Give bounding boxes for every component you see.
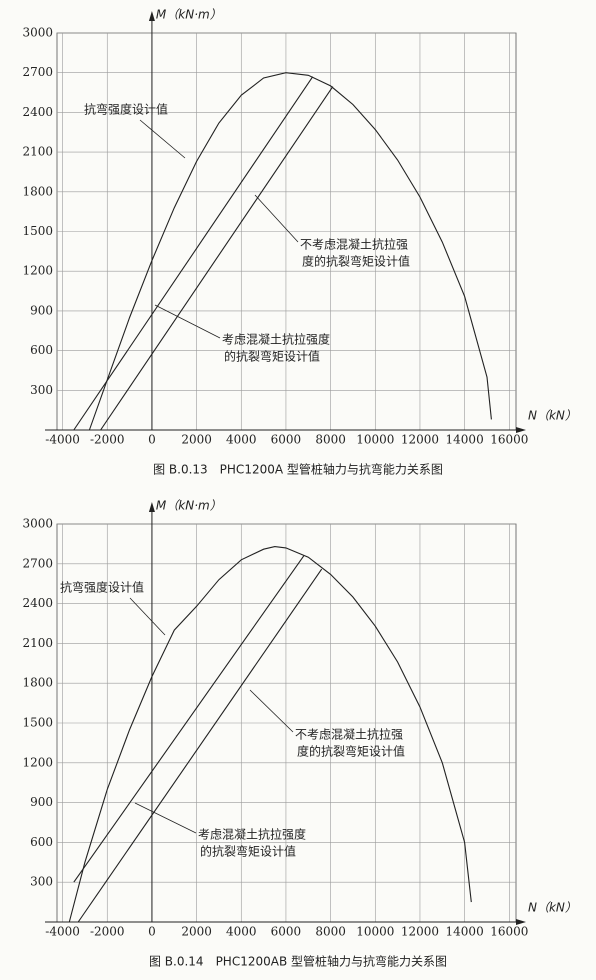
y-tick-label: 2400	[22, 596, 53, 610]
y-tick-label: 1200	[22, 264, 53, 278]
y-tick-label: 1500	[22, 716, 53, 730]
x-axis-label: N（kN）	[528, 901, 577, 915]
x-tick-label: 6000	[271, 925, 302, 939]
y-tick-label: 2700	[22, 556, 53, 570]
x-tick-label: 12000	[401, 925, 439, 939]
leader-line	[134, 802, 197, 834]
x-tick-label: 8000	[315, 433, 346, 447]
x-tick-label: 6000	[271, 433, 302, 447]
annotation: 抗弯强度设计值	[84, 102, 168, 117]
y-tick-label: 300	[30, 383, 53, 397]
series-line	[88, 72, 492, 431]
x-tick-label: -4000	[45, 433, 80, 447]
n-axis-arrow	[516, 919, 526, 925]
x-tick-label: 2000	[181, 433, 212, 447]
x-tick-label: 14000	[446, 433, 484, 447]
annotation: 的抗裂弯矩设计值	[224, 349, 320, 364]
leader-line	[139, 119, 186, 159]
y-axis-label: M（kN·m）	[156, 8, 222, 22]
annotation: 考虑混凝土抗拉强度	[222, 332, 330, 347]
x-tick-label: 16000	[490, 925, 528, 939]
y-tick-label: 900	[30, 795, 53, 809]
x-tick-label: 4000	[226, 925, 257, 939]
x-tick-label: 8000	[315, 925, 346, 939]
y-tick-label: 3000	[22, 26, 53, 40]
series-line	[100, 86, 334, 431]
leader-line	[249, 689, 294, 733]
y-axis-label: M（kN·m）	[156, 499, 222, 513]
x-tick-label: -2000	[90, 925, 125, 939]
annotation: 不考虑混凝土抗拉强	[295, 727, 403, 742]
leader-line	[154, 304, 221, 339]
x-tick-label: 0	[148, 925, 156, 939]
y-tick-label: 1800	[22, 676, 53, 690]
chart-caption: 图 B.0.14 PHC1200AB 型管桩轴力与抗弯能力关系图	[149, 954, 447, 969]
x-tick-label: 2000	[181, 925, 212, 939]
y-tick-label: 2400	[22, 105, 53, 119]
y-tick-label: 2100	[22, 145, 53, 159]
leader-line	[254, 194, 299, 243]
annotation: 的抗裂弯矩设计值	[200, 844, 296, 859]
x-tick-label: -2000	[90, 433, 125, 447]
x-tick-label: 0	[148, 433, 156, 447]
x-tick-label: 14000	[446, 925, 484, 939]
x-tick-label: 12000	[401, 433, 439, 447]
annotation: 不考虑混凝土抗拉强	[300, 237, 408, 252]
x-tick-label: 10000	[356, 925, 394, 939]
leader-line	[129, 597, 166, 636]
m-axis-arrow	[148, 11, 155, 21]
y-tick-label: 900	[30, 303, 53, 317]
annotation: 考虑混凝土抗拉强度	[198, 827, 306, 842]
x-axis-label: N（kN）	[528, 409, 577, 423]
series-line	[73, 555, 305, 883]
y-tick-label: 2700	[22, 65, 53, 79]
n-axis-arrow	[516, 427, 526, 433]
series-line	[77, 568, 323, 923]
y-tick-label: 1500	[22, 224, 53, 238]
annotation: 度的抗裂弯矩设计值	[302, 254, 410, 269]
m-axis-arrow	[148, 502, 155, 512]
y-tick-label: 1800	[22, 184, 53, 198]
y-tick-label: 2100	[22, 636, 53, 650]
series-line	[68, 546, 472, 923]
y-tick-label: 1200	[22, 755, 53, 769]
y-tick-label: 3000	[22, 517, 53, 531]
chart-caption: 图 B.0.13 PHC1200A 型管桩轴力与抗弯能力关系图	[153, 462, 443, 477]
x-tick-label: 16000	[490, 433, 528, 447]
x-tick-label: 4000	[226, 433, 257, 447]
x-tick-label: -4000	[45, 925, 80, 939]
y-tick-label: 300	[30, 875, 53, 889]
y-tick-label: 600	[30, 343, 53, 357]
annotation: 度的抗裂弯矩设计值	[297, 744, 405, 759]
x-tick-label: 10000	[356, 433, 394, 447]
series-line	[73, 76, 314, 431]
y-tick-label: 600	[30, 835, 53, 849]
annotation: 抗弯强度设计值	[60, 580, 144, 595]
